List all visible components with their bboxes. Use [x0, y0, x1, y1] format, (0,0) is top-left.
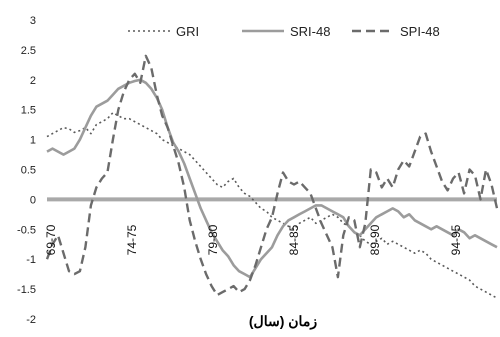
x-tick-label: 84-85 [287, 224, 301, 255]
y-tick-label: 1.5 [21, 105, 36, 117]
y-tick-label: -1.5 [17, 284, 36, 296]
y-axis-ticks: 3 2.5 2 1.5 1 0.5 0 -0.5 -1 -1.5 -2 [17, 15, 36, 326]
series-line-spi-48 [45, 54, 499, 297]
series-lines [45, 54, 499, 299]
y-tick-label: 3 [30, 15, 36, 27]
y-tick-label: -0.5 [17, 224, 36, 236]
x-tick-label: 89-90 [368, 224, 382, 255]
x-axis-ticks: 69-70 74-75 79-80 84-85 89-90 94-95 [44, 224, 463, 255]
x-tick-label: 79-80 [206, 224, 220, 255]
legend-label-sri-48: SRI-48 [290, 24, 330, 39]
legend-label-spi-48: SPI-48 [400, 24, 440, 39]
x-axis-title: زمان (سال) [249, 313, 317, 330]
series-line-gri [46, 111, 498, 299]
y-tick-label: 0.5 [21, 165, 36, 177]
y-tick-label: 2.5 [21, 45, 36, 57]
x-tick-label: 74-75 [125, 224, 139, 255]
x-tick-label: 69-70 [44, 224, 58, 255]
y-tick-label: 2 [30, 75, 36, 87]
y-tick-label: -2 [26, 314, 36, 326]
legend: GRI SRI-48 SPI-48 [128, 24, 440, 39]
series-line-sri-48 [46, 78, 498, 279]
y-tick-label: 1 [30, 135, 36, 147]
x-tick-label: 94-95 [449, 224, 463, 255]
y-tick-label: 0 [30, 194, 36, 206]
legend-label-gri: GRI [176, 24, 199, 39]
y-tick-label: -1 [26, 254, 36, 266]
